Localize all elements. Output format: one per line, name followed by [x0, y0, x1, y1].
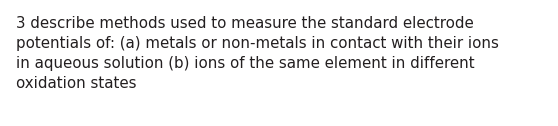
Text: 3 describe methods used to measure the standard electrode
potentials of: (a) met: 3 describe methods used to measure the s…	[16, 16, 499, 91]
